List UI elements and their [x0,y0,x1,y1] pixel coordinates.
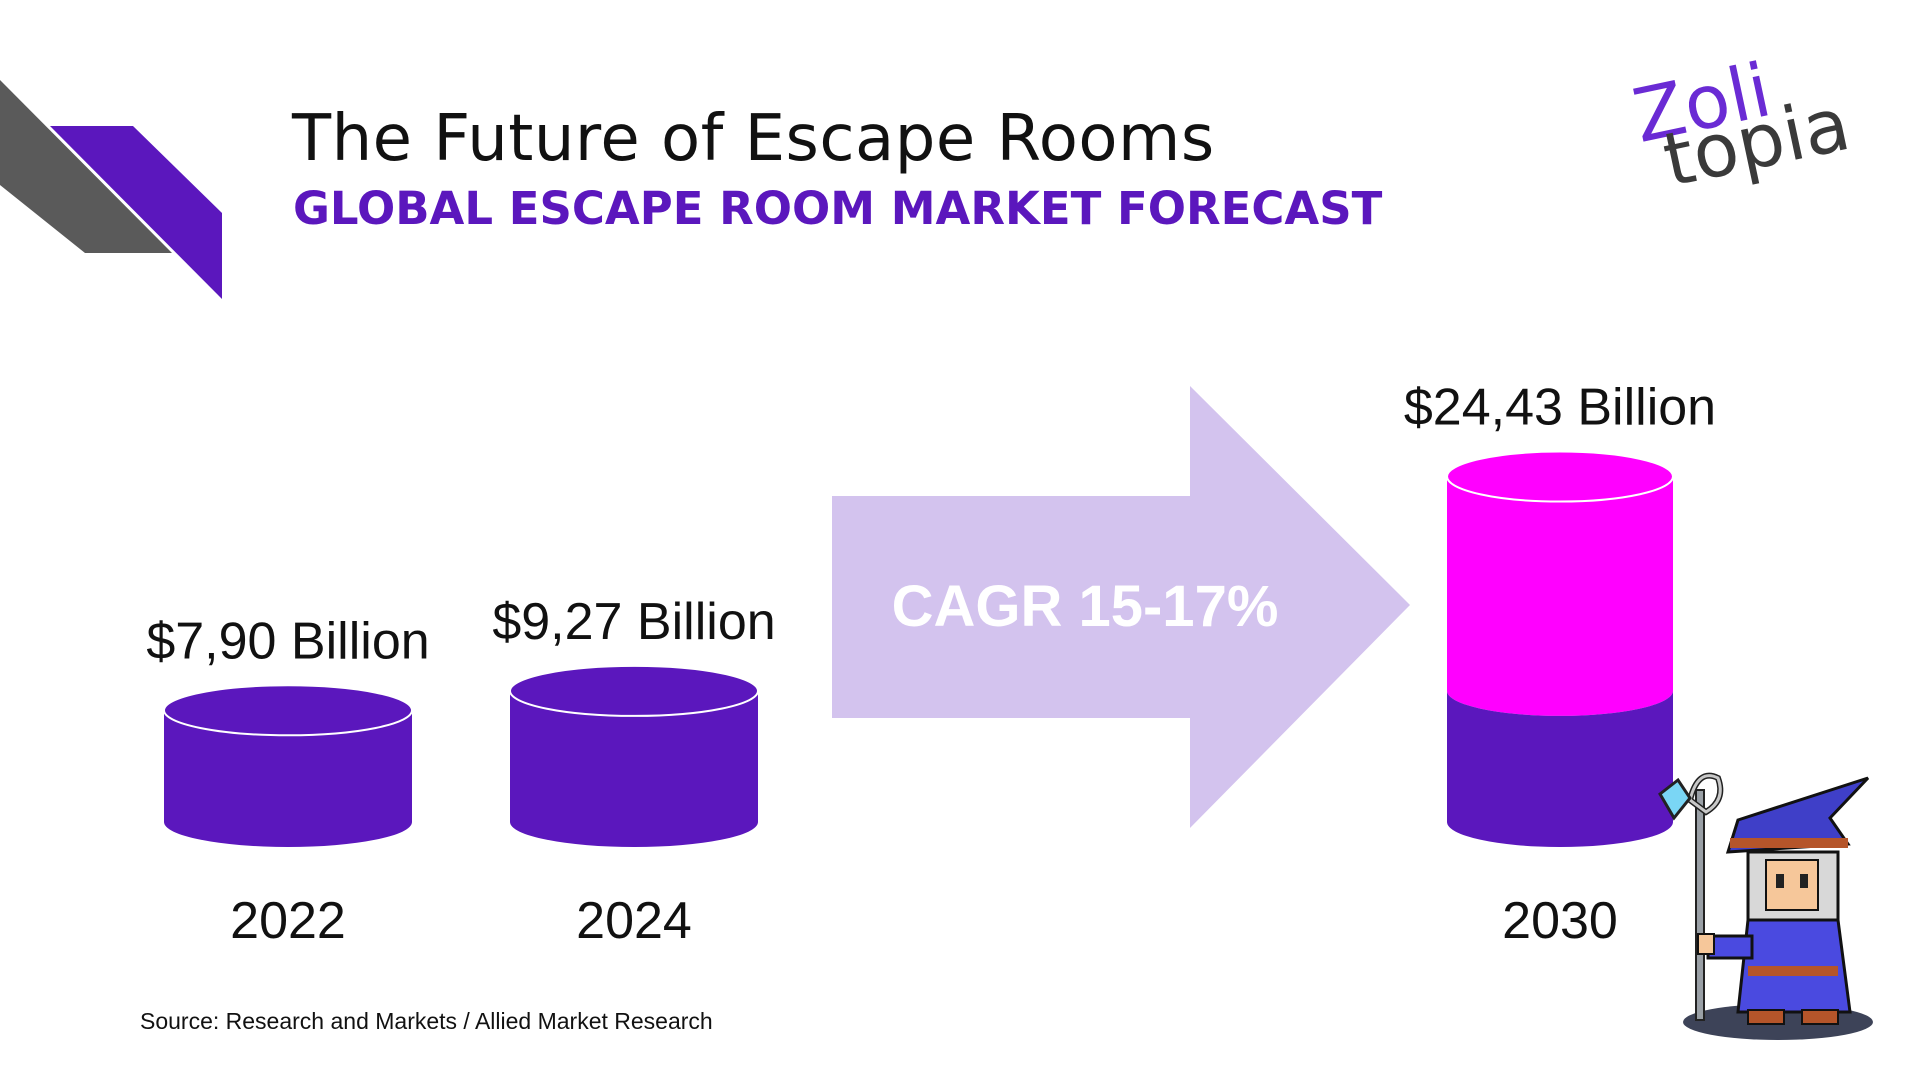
value-label-2022: $7,90 Billion [146,612,429,670]
bar-2030 [1446,450,1674,847]
bar-2024-body [510,690,758,847]
page-subtitle: GLOBAL ESCAPE ROOM MARKET FORECAST [293,182,1383,235]
bar-2024-top [509,664,759,717]
purple-stripe [50,126,222,299]
bar-2022 [163,684,413,847]
bar-2030-lower [1447,690,1673,847]
cagr-label: CAGR 15-17% [892,574,1279,639]
corner-decoration [0,80,222,299]
bar-2022-top [163,684,413,737]
category-label-2024: 2024 [576,892,692,950]
category-label-2030: 2030 [1502,892,1618,950]
bar-2030-upper [1447,476,1673,716]
bar-2030-top [1446,450,1674,503]
value-label-2024: $9,27 Billion [492,593,775,651]
source-note: Source: Research and Markets / Allied Ma… [140,1008,713,1034]
page-title: The Future of Escape Rooms [292,102,1215,176]
category-label-2022: 2022 [230,892,346,950]
bar-2022-body [164,710,412,847]
value-label-2030: $24,43 Billion [1404,379,1716,437]
gray-stripe [0,80,172,253]
bar-2024 [509,664,759,847]
cagr-arrow [832,386,1410,828]
wizard-mascot-icon [1658,772,1873,1040]
